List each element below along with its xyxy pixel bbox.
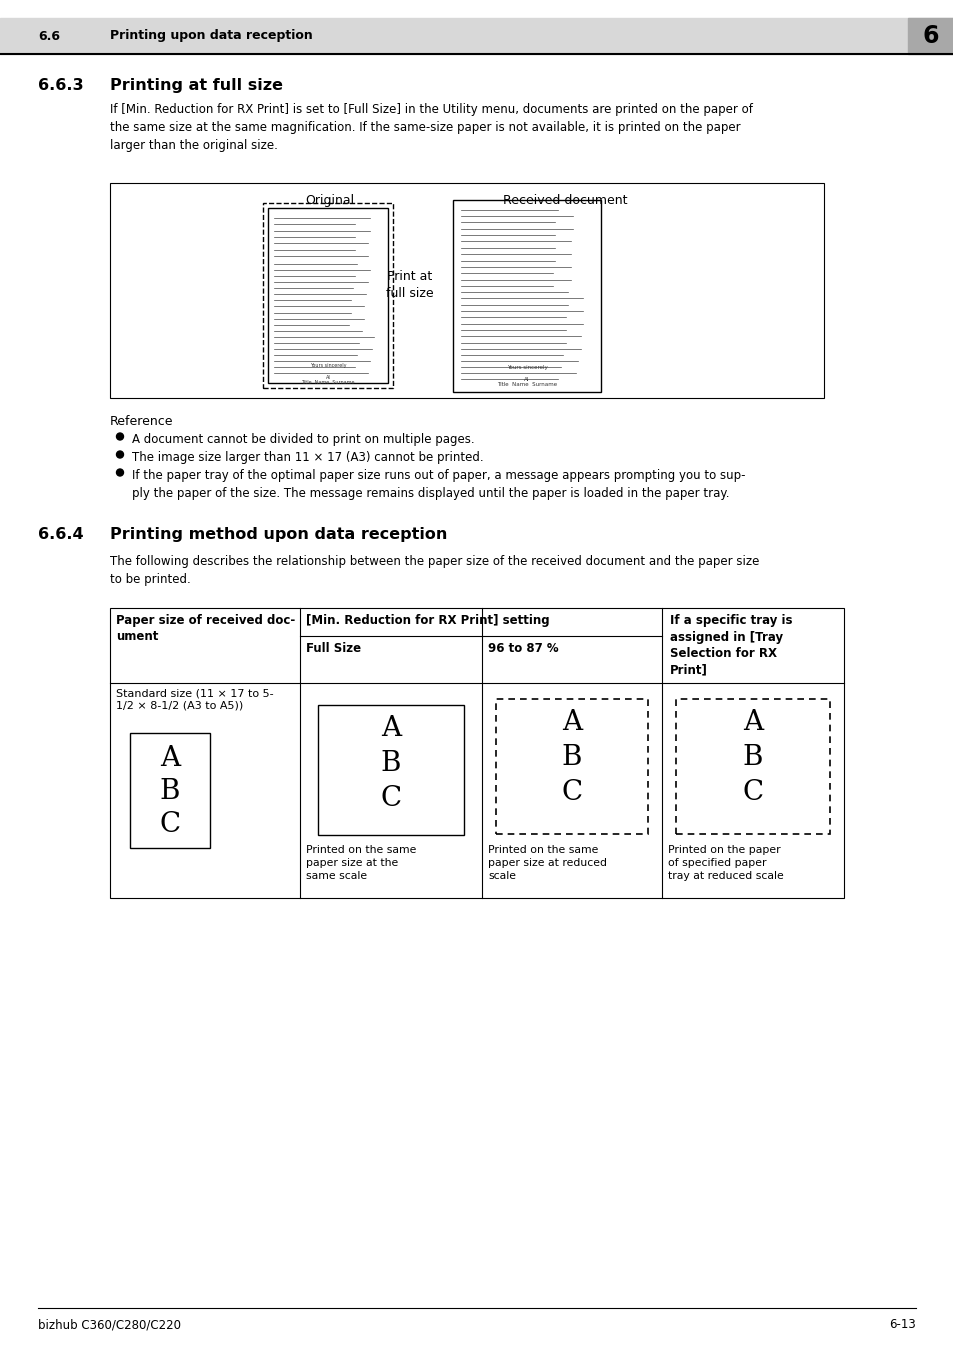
Text: C: C <box>380 784 401 811</box>
Text: [Min. Reduction for RX Print] setting: [Min. Reduction for RX Print] setting <box>306 614 549 626</box>
Text: C: C <box>561 779 582 806</box>
Text: A: A <box>160 745 180 772</box>
Text: Yours sincerely

Al
Title  Name  Surname: Yours sincerely Al Title Name Surname <box>301 363 355 385</box>
Text: B: B <box>380 751 401 778</box>
Bar <box>268 208 388 383</box>
Text: A: A <box>380 716 400 742</box>
Bar <box>110 184 823 398</box>
Bar <box>676 699 829 834</box>
Text: 96 to 87 %: 96 to 87 % <box>488 643 558 655</box>
Text: A document cannot be divided to print on multiple pages.: A document cannot be divided to print on… <box>132 433 475 446</box>
Text: If [Min. Reduction for RX Print] is set to [Full Size] in the Utility menu, docu: If [Min. Reduction for RX Print] is set … <box>110 103 752 153</box>
Text: Print at
full size: Print at full size <box>386 270 434 300</box>
Text: Paper size of received doc-
ument: Paper size of received doc- ument <box>116 614 294 644</box>
Text: 6-13: 6-13 <box>888 1318 915 1331</box>
Bar <box>130 733 210 848</box>
Bar <box>317 705 463 836</box>
Text: Received document: Received document <box>502 194 626 207</box>
Text: A: A <box>561 709 581 736</box>
Bar <box>453 200 600 392</box>
Text: C: C <box>741 779 762 806</box>
Text: Standard size (11 × 17 to 5-
1/2 × 8-1/2 (A3 to A5)): Standard size (11 × 17 to 5- 1/2 × 8-1/2… <box>116 688 274 711</box>
Circle shape <box>116 468 123 477</box>
Text: B: B <box>742 744 762 771</box>
Bar <box>263 202 393 387</box>
Bar <box>496 699 647 834</box>
Text: Reference: Reference <box>110 414 173 428</box>
Text: bizhub C360/C280/C220: bizhub C360/C280/C220 <box>38 1318 181 1331</box>
Circle shape <box>116 451 123 458</box>
Text: The following describes the relationship between the paper size of the received : The following describes the relationship… <box>110 555 759 586</box>
Text: Yours sincerely

Al
Title  Name  Surname: Yours sincerely Al Title Name Surname <box>497 364 557 387</box>
Text: If a specific tray is
assigned in [Tray
Selection for RX
Print]: If a specific tray is assigned in [Tray … <box>669 614 792 676</box>
Text: Printing upon data reception: Printing upon data reception <box>110 30 313 42</box>
Text: The image size larger than 11 × 17 (A3) cannot be printed.: The image size larger than 11 × 17 (A3) … <box>132 451 483 464</box>
Text: 6.6: 6.6 <box>38 30 60 42</box>
Text: Original: Original <box>305 194 355 207</box>
Text: Printed on the same
paper size at reduced
scale: Printed on the same paper size at reduce… <box>488 845 606 880</box>
Text: A: A <box>742 709 762 736</box>
Text: B: B <box>561 744 581 771</box>
Text: 6.6.3: 6.6.3 <box>38 78 84 93</box>
Bar <box>0 18 953 54</box>
Text: 6: 6 <box>922 24 939 49</box>
Text: If the paper tray of the optimal paper size runs out of paper, a message appears: If the paper tray of the optimal paper s… <box>132 468 744 500</box>
Text: Printed on the same
paper size at the
same scale: Printed on the same paper size at the sa… <box>306 845 416 880</box>
Text: 6.6.4: 6.6.4 <box>38 526 84 541</box>
Circle shape <box>116 433 123 440</box>
Bar <box>110 608 843 898</box>
Text: B: B <box>159 778 180 805</box>
Text: Printed on the paper
of specified paper
tray at reduced scale: Printed on the paper of specified paper … <box>667 845 783 880</box>
Text: Printing method upon data reception: Printing method upon data reception <box>110 526 447 541</box>
Text: C: C <box>159 811 180 838</box>
Bar <box>907 18 953 54</box>
Text: Full Size: Full Size <box>306 643 361 655</box>
Text: Printing at full size: Printing at full size <box>110 78 283 93</box>
